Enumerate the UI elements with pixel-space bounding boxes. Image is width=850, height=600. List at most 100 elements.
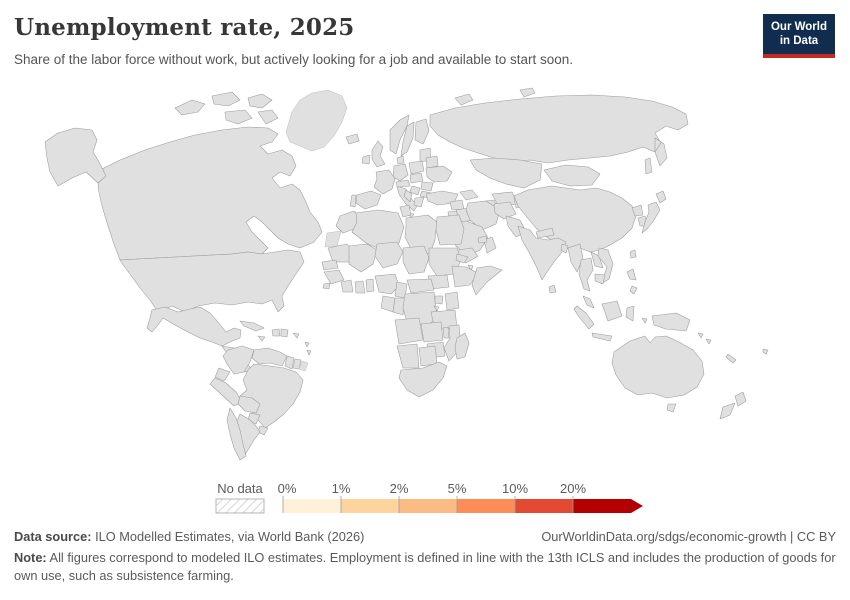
- country-syria[interactable]: [449, 199, 465, 211]
- country-greenland[interactable]: [285, 89, 348, 152]
- legend-bin-0[interactable]: [283, 499, 341, 513]
- country-thailand[interactable]: [578, 257, 594, 292]
- country-venezuela[interactable]: [251, 347, 288, 367]
- country-egypt[interactable]: [435, 214, 465, 246]
- country-finland[interactable]: [414, 118, 430, 145]
- country-jamaica[interactable]: [257, 335, 266, 342]
- country-france[interactable]: [373, 169, 396, 195]
- country-spain[interactable]: [355, 190, 382, 210]
- country-russia[interactable]: [429, 87, 689, 175]
- country-sri-lanka[interactable]: [548, 284, 557, 294]
- country-cambodia[interactable]: [594, 273, 606, 285]
- country-serbia[interactable]: [409, 185, 421, 196]
- country-canada[interactable]: [97, 91, 323, 261]
- country-belarus[interactable]: [425, 155, 439, 169]
- country-australia[interactable]: [611, 335, 705, 413]
- country-south-africa[interactable]: [398, 361, 448, 398]
- country-new-guinea[interactable]: [651, 312, 691, 332]
- country-guyana[interactable]: [284, 355, 295, 370]
- country-laos[interactable]: [590, 251, 604, 269]
- country-germany[interactable]: [392, 163, 409, 182]
- country-dominican-republic[interactable]: [280, 328, 289, 338]
- country-bangladesh[interactable]: [560, 243, 569, 254]
- country-ecuador[interactable]: [214, 367, 231, 382]
- legend-no-data-swatch[interactable]: [215, 498, 265, 514]
- country-chile[interactable]: [226, 407, 247, 461]
- country-ivory-coast[interactable]: [340, 279, 354, 293]
- owid-logo[interactable]: Our World in Data: [763, 14, 835, 58]
- country-alaska[interactable]: [44, 127, 107, 187]
- legend-bin-4[interactable]: [515, 499, 573, 513]
- country-tunisia[interactable]: [399, 204, 412, 218]
- legend-bin-3[interactable]: [457, 499, 515, 513]
- country-switzerland-austria[interactable]: [395, 179, 411, 188]
- country-portugal[interactable]: [349, 194, 357, 208]
- country-japan[interactable]: [641, 190, 667, 234]
- country-poland[interactable]: [408, 160, 425, 175]
- country-romania[interactable]: [420, 181, 434, 192]
- country-haiti[interactable]: [271, 328, 281, 337]
- country-ghana[interactable]: [354, 280, 366, 294]
- country-mali[interactable]: [348, 243, 378, 273]
- country-benin-togo[interactable]: [365, 278, 375, 293]
- country-philippines[interactable]: [626, 268, 638, 295]
- country-kazakhstan[interactable]: [469, 157, 543, 189]
- legend-bin-5-arrow[interactable]: [573, 499, 643, 513]
- country-ukraine[interactable]: [425, 165, 453, 183]
- country-colombia[interactable]: [222, 345, 255, 375]
- country-angola[interactable]: [394, 317, 424, 345]
- country-lesser-antilles[interactable]: [304, 341, 312, 356]
- country-new-zealand[interactable]: [719, 391, 747, 420]
- country-central-african-republic[interactable]: [406, 278, 435, 294]
- country-senegal-gambia[interactable]: [321, 259, 339, 271]
- country-peru[interactable]: [209, 377, 243, 407]
- country-greece[interactable]: [413, 196, 425, 208]
- country-indonesia[interactable]: [573, 300, 648, 342]
- country-mexico[interactable]: [146, 306, 242, 347]
- legend-bin-2[interactable]: [399, 499, 457, 513]
- country-ireland[interactable]: [361, 154, 371, 165]
- country-niger[interactable]: [374, 241, 404, 269]
- country-solomon-islands[interactable]: [697, 332, 712, 345]
- country-nigeria[interactable]: [374, 273, 400, 295]
- country-malawi[interactable]: [442, 326, 450, 339]
- country-kenya[interactable]: [444, 291, 460, 311]
- country-iran[interactable]: [465, 200, 501, 231]
- country-western-sahara[interactable]: [324, 230, 342, 248]
- country-sierra-leone[interactable]: [322, 282, 331, 290]
- country-namibia[interactable]: [396, 343, 420, 369]
- country-guinea[interactable]: [323, 269, 345, 285]
- country-congo[interactable]: [392, 297, 406, 316]
- country-taiwan[interactable]: [629, 249, 637, 259]
- country-western-balkans[interactable]: [403, 189, 413, 203]
- country-nepal[interactable]: [535, 227, 555, 239]
- country-botswana[interactable]: [418, 345, 438, 367]
- country-puerto-rico[interactable]: [292, 332, 300, 339]
- country-uk[interactable]: [371, 140, 386, 168]
- country-rwanda-burundi[interactable]: [433, 305, 440, 312]
- country-usa[interactable]: [119, 249, 305, 313]
- country-french-guiana[interactable]: [298, 360, 309, 372]
- country-new-caledonia[interactable]: [725, 353, 737, 364]
- country-uganda[interactable]: [434, 295, 444, 305]
- country-chad[interactable]: [402, 245, 430, 275]
- country-caucasus[interactable]: [459, 189, 479, 201]
- country-afghanistan[interactable]: [493, 201, 517, 220]
- country-eritrea[interactable]: [455, 253, 469, 264]
- country-bolivia[interactable]: [237, 395, 261, 414]
- country-north-korea[interactable]: [631, 204, 644, 217]
- country-myanmar[interactable]: [567, 243, 584, 273]
- legend-bin-1[interactable]: [341, 499, 399, 513]
- country-uae-qatar[interactable]: [477, 235, 488, 244]
- country-fiji[interactable]: [762, 348, 769, 355]
- country-iceland[interactable]: [345, 133, 360, 145]
- country-somalia[interactable]: [471, 265, 503, 296]
- country-madagascar[interactable]: [454, 332, 470, 360]
- country-central-europe[interactable]: [409, 172, 424, 184]
- country-sweden[interactable]: [400, 121, 415, 157]
- country-india[interactable]: [517, 225, 567, 281]
- country-norway[interactable]: [389, 114, 410, 155]
- country-denmark[interactable]: [396, 155, 405, 165]
- country-malaysia[interactable]: [582, 295, 595, 309]
- footer-link[interactable]: OurWorldinData.org/sdgs/economic-growth …: [541, 529, 836, 544]
